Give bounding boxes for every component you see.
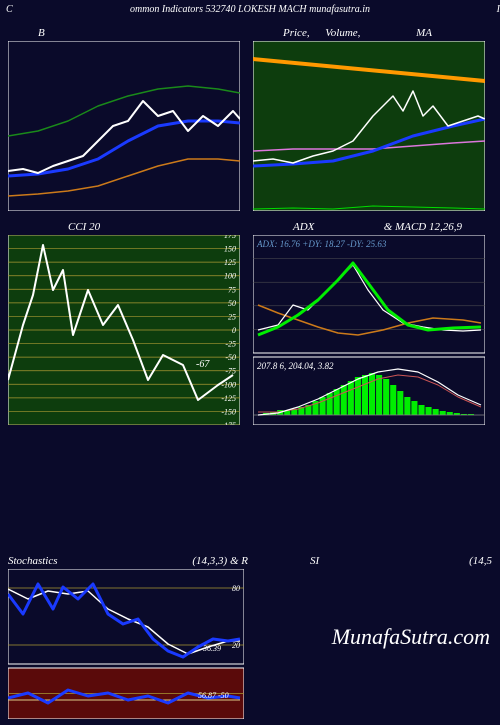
svg-text:-25: -25: [225, 340, 236, 349]
price-title-left: Price,: [283, 27, 310, 39]
rsi-title: SI: [310, 555, 319, 567]
svg-text:80: 80: [232, 584, 240, 593]
bollinger-panel: B: [8, 23, 247, 211]
stoch-title-left: Stochastics: [8, 555, 58, 567]
svg-text:-175: -175: [221, 421, 236, 425]
svg-text:175: 175: [224, 235, 236, 240]
svg-text:100: 100: [224, 272, 236, 281]
stochastics-chart: 80 20 36.39 56.87 -50: [8, 569, 244, 719]
svg-text:-75: -75: [225, 367, 236, 376]
svg-text:125: 125: [224, 258, 236, 267]
svg-text:207.8 6, 204.04, 3: 207.8 6, 204.04, 3.82: [257, 361, 334, 371]
stochastics-panel: Stochastics (14,3,3) & R 80 20 36.39 56.87 …: [8, 555, 248, 719]
adx-macd-chart: ADX: 16.76 +DY: 18.27 -DY: 25.63 207.8 6,…: [253, 235, 485, 425]
svg-text:56.87 -50: 56.87 -50: [198, 691, 229, 700]
svg-text:-67: -67: [196, 359, 210, 370]
svg-text:0: 0: [232, 326, 236, 335]
watermark: MunafaSutra.com: [332, 624, 490, 650]
svg-text:-125: -125: [221, 394, 236, 403]
price-title-center: Volume,: [325, 27, 360, 39]
page-header: C ommon Indicators 532740 LOKESH MACH mu…: [0, 0, 500, 17]
svg-text:20: 20: [232, 641, 240, 650]
bollinger-chart: [8, 41, 240, 211]
header-title: ommon Indicators 532740 LOKESH MACH muna…: [130, 4, 370, 15]
chart-grid: B Price, Volume, MA CCI 20 175 150 125 100 7…: [0, 17, 500, 431]
header-left: C: [6, 4, 13, 15]
price-ma-chart: [253, 41, 485, 211]
header-right: I: [497, 4, 500, 15]
svg-text:ADX: 16.76 +DY: 18.27 -DY: 2: ADX: 16.76 +DY: 18.27 -DY: 25.63: [256, 239, 387, 249]
svg-text:-150: -150: [221, 407, 236, 416]
stoch-title-right: (14,3,3) & R: [192, 555, 248, 567]
price-ma-panel: Price, Volume, MA: [253, 23, 492, 211]
bollinger-title: B: [38, 27, 45, 39]
adx-title-right: & MACD 12,26,9: [384, 221, 462, 233]
cci-chart: 1751501251007550250-25-50-75-100-125-150…: [8, 235, 240, 425]
rsi-title-right: (14,5: [469, 555, 492, 567]
cci-title: CCI 20: [68, 221, 100, 233]
price-title-right: MA: [416, 27, 432, 39]
cci-panel: CCI 20 1751501251007550250-25-50-75-100-…: [8, 217, 247, 425]
svg-text:-50: -50: [225, 353, 236, 362]
svg-text:36.39: 36.39: [202, 644, 221, 653]
svg-text:25: 25: [228, 312, 236, 321]
svg-text:150: 150: [224, 245, 236, 254]
svg-text:75: 75: [228, 285, 236, 294]
adx-macd-panel: ADX & MACD 12,26,9 ADX: 16.76 +DY: 18.27…: [253, 217, 492, 425]
svg-text:50: 50: [228, 299, 236, 308]
adx-title-left: ADX: [293, 221, 314, 233]
